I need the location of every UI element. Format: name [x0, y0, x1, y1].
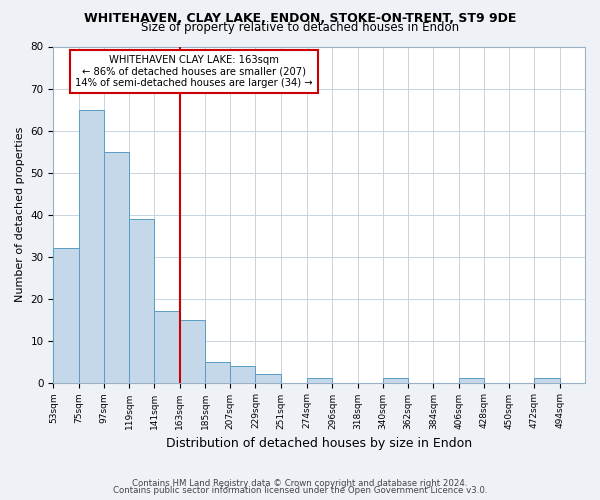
Bar: [256, 374, 281, 382]
Bar: [383, 378, 408, 382]
Text: Contains HM Land Registry data © Crown copyright and database right 2024.: Contains HM Land Registry data © Crown c…: [132, 478, 468, 488]
Bar: [535, 378, 560, 382]
Text: WHITEHAVEN CLAY LAKE: 163sqm
← 86% of detached houses are smaller (207)
14% of s: WHITEHAVEN CLAY LAKE: 163sqm ← 86% of de…: [76, 55, 313, 88]
Bar: [180, 320, 205, 382]
Bar: [205, 362, 230, 382]
Bar: [79, 110, 104, 382]
X-axis label: Distribution of detached houses by size in Endon: Distribution of detached houses by size …: [166, 437, 472, 450]
Bar: [307, 378, 332, 382]
Bar: [230, 366, 256, 382]
Text: WHITEHAVEN, CLAY LAKE, ENDON, STOKE-ON-TRENT, ST9 9DE: WHITEHAVEN, CLAY LAKE, ENDON, STOKE-ON-T…: [84, 12, 516, 24]
Text: Contains public sector information licensed under the Open Government Licence v3: Contains public sector information licen…: [113, 486, 487, 495]
Bar: [459, 378, 484, 382]
Text: Size of property relative to detached houses in Endon: Size of property relative to detached ho…: [141, 22, 459, 35]
Y-axis label: Number of detached properties: Number of detached properties: [15, 127, 25, 302]
Bar: [53, 248, 79, 382]
Bar: [154, 311, 180, 382]
Bar: [104, 152, 129, 382]
Bar: [129, 218, 154, 382]
